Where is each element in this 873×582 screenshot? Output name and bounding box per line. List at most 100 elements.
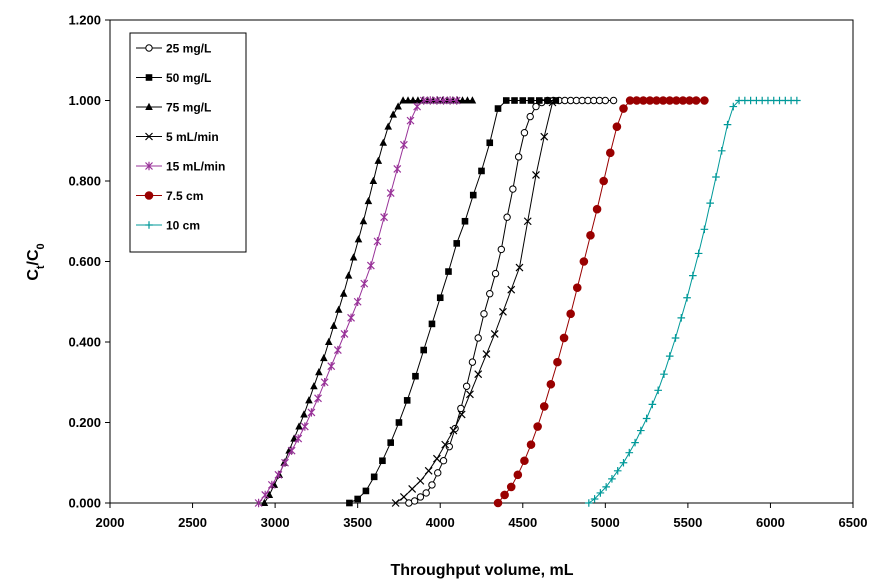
- data-point: [145, 221, 153, 229]
- data-point: [333, 345, 342, 355]
- data-point: [482, 350, 491, 358]
- data-point: [519, 97, 527, 104]
- data-point: [370, 473, 378, 481]
- data-point: [441, 440, 450, 449]
- data-point: [374, 156, 383, 164]
- data-point: [324, 337, 333, 345]
- data-point: [145, 102, 153, 110]
- data-point: [462, 382, 471, 390]
- data-point: [660, 370, 668, 378]
- data-point: [394, 102, 402, 110]
- data-point: [409, 96, 417, 104]
- data-point: [506, 482, 516, 492]
- data-point: [601, 96, 610, 105]
- data-point: [625, 448, 634, 457]
- legend-box: [129, 32, 247, 253]
- data-point: [315, 367, 323, 376]
- data-point: [631, 438, 639, 447]
- data-point: [513, 470, 523, 480]
- data-point: [463, 96, 472, 104]
- data-point: [520, 456, 529, 466]
- data-point: [493, 498, 503, 508]
- series-1: [346, 97, 560, 507]
- data-point: [260, 498, 269, 506]
- legend-label: 75 mg/L: [166, 101, 211, 115]
- data-point: [637, 426, 645, 435]
- data-point: [445, 442, 454, 451]
- data-point: [586, 231, 595, 240]
- data-point: [353, 297, 362, 306]
- data-point: [373, 237, 382, 246]
- data-point: [677, 314, 686, 322]
- data-point: [461, 217, 469, 225]
- data-point: [265, 490, 274, 498]
- data-point: [723, 120, 732, 129]
- data-point: [453, 240, 461, 247]
- data-point: [406, 116, 415, 125]
- y-tick-label: 0.200: [68, 415, 101, 430]
- data-point: [469, 191, 477, 199]
- data-point: [349, 253, 358, 261]
- data-point: [474, 334, 482, 342]
- data-point: [426, 96, 435, 105]
- x-axis-title: Throughput volume, mL: [390, 562, 573, 579]
- legend-label: 7.5 cm: [166, 189, 203, 203]
- data-point: [712, 173, 720, 181]
- data-point: [384, 122, 393, 130]
- data-point: [596, 489, 605, 497]
- data-point: [404, 96, 412, 104]
- data-point: [344, 271, 353, 279]
- data-point: [486, 290, 494, 298]
- data-point: [474, 370, 483, 379]
- data-point: [379, 457, 386, 465]
- data-point: [532, 102, 540, 111]
- data-point: [387, 439, 394, 446]
- data-point: [717, 147, 726, 155]
- series-layer: [254, 96, 801, 508]
- y-axis-title-sub1: t: [35, 265, 47, 269]
- data-point: [254, 498, 263, 508]
- data-point: [414, 96, 422, 104]
- data-point: [290, 434, 298, 442]
- data-point: [539, 402, 549, 411]
- data-point: [403, 397, 411, 404]
- legend-entry: 7.5 cm: [136, 189, 203, 203]
- data-point: [424, 466, 433, 475]
- data-point: [691, 96, 701, 105]
- data-point: [599, 176, 608, 186]
- data-point: [515, 263, 524, 272]
- data-point: [267, 480, 276, 490]
- data-point: [144, 191, 154, 200]
- data-point: [445, 268, 452, 275]
- data-point: [648, 400, 657, 409]
- data-point: [602, 483, 610, 491]
- data-point: [665, 352, 674, 360]
- y-tick-label: 0.600: [68, 254, 101, 269]
- data-point: [480, 310, 488, 318]
- data-point: [613, 467, 622, 475]
- data-point: [546, 379, 556, 389]
- data-point: [399, 493, 408, 501]
- data-point: [300, 422, 309, 431]
- data-point: [327, 361, 336, 371]
- data-point: [307, 408, 316, 417]
- data-point: [526, 112, 534, 121]
- data-point: [294, 434, 303, 443]
- x-axis: 2000 2500 3000 3500 4000 4500 5000 5500 6000 6500: [96, 503, 867, 530]
- data-point: [295, 422, 303, 430]
- data-point: [379, 138, 388, 146]
- data-point: [422, 489, 430, 497]
- data-point: [339, 289, 348, 297]
- data-point: [729, 102, 738, 111]
- y-axis: 0.000 0.200 0.400 0.600 0.800 1.000 1.200: [68, 13, 110, 511]
- data-point: [608, 475, 616, 483]
- data-point: [532, 171, 540, 179]
- x-tick-label: 5000: [591, 515, 620, 530]
- data-point: [410, 497, 419, 505]
- data-point: [274, 470, 283, 480]
- data-point: [364, 196, 373, 205]
- y-tick-label: 0.800: [68, 174, 101, 189]
- data-point: [572, 283, 582, 292]
- data-point: [428, 481, 436, 489]
- data-point: [526, 440, 536, 449]
